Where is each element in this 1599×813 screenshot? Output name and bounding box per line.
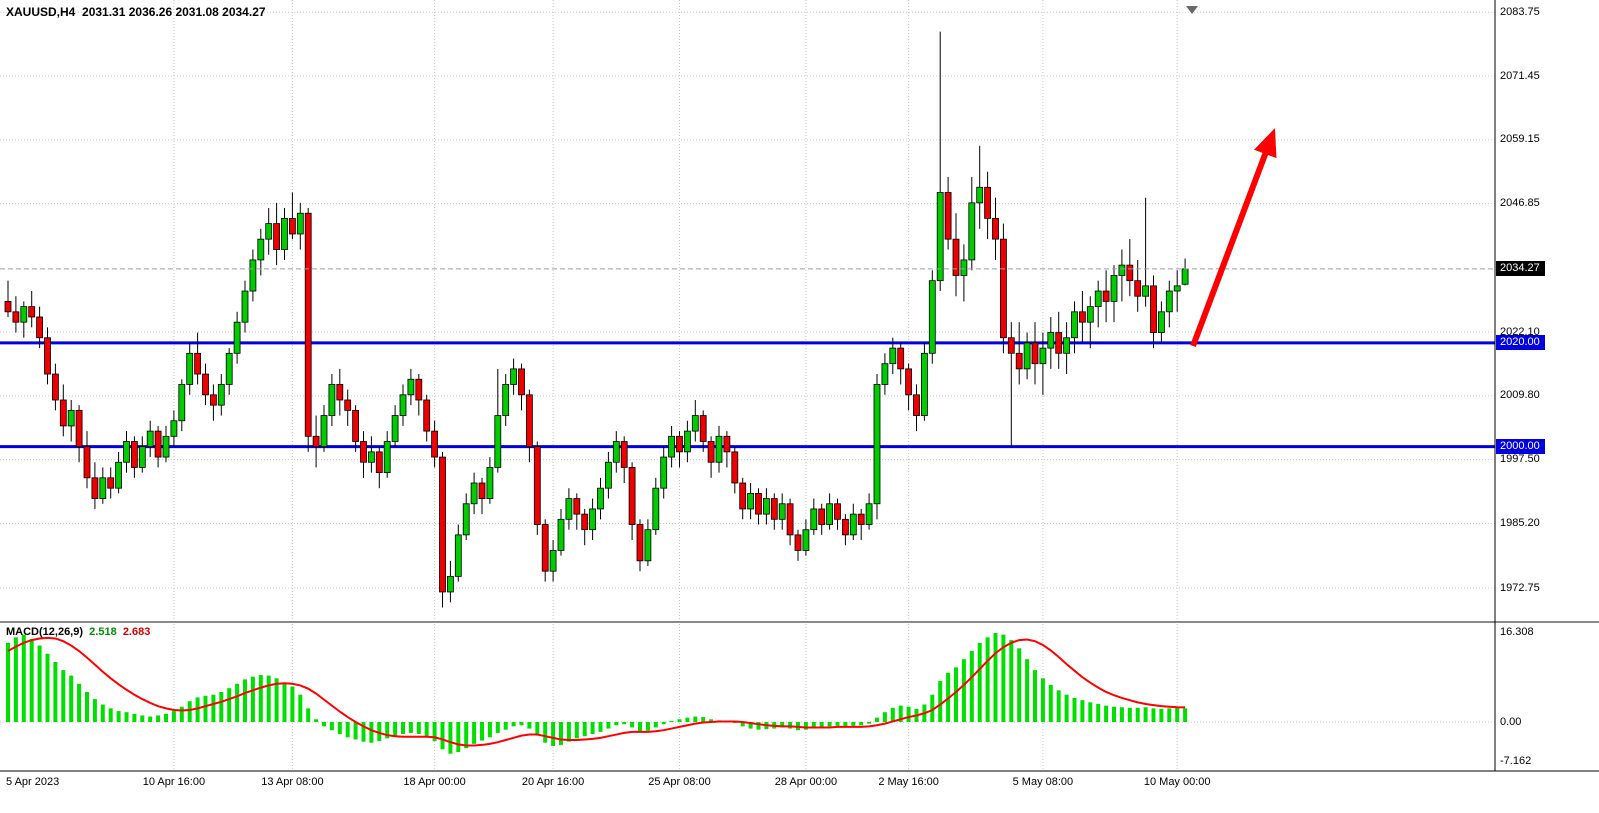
time-axis-label: 5 Apr 2023 [6, 776, 60, 788]
price-axis-label: 1985.20 [1500, 516, 1540, 529]
time-axis-label: 2 May 16:00 [878, 776, 939, 788]
price-axis-label: 1997.50 [1500, 453, 1540, 466]
price-axis-label: 1972.75 [1500, 581, 1540, 594]
symbol-period-label: XAUUSD,H4 [6, 5, 76, 19]
price-axis-label: 2009.80 [1500, 389, 1540, 402]
price-axis-label: 2046.85 [1500, 197, 1540, 210]
time-axis-label: 25 Apr 08:00 [648, 776, 711, 788]
level-price-tag: 2020.00 [1496, 335, 1545, 351]
current-price-tag: 2034.27 [1496, 261, 1545, 277]
ohlc-values: 2031.31 2036.26 2031.08 2034.27 [82, 5, 266, 19]
macd-name: MACD(12,26,9) [6, 626, 84, 638]
price-axis-label: 2022.10 [1500, 325, 1540, 338]
time-axis-label: 10 May 00:00 [1143, 776, 1211, 788]
chart-title: XAUUSD,H4 2031.31 2036.26 2031.08 2034.2… [6, 5, 266, 19]
time-axis-label: 28 Apr 00:00 [774, 776, 838, 788]
time-axis-label: 10 Apr 16:00 [142, 776, 206, 788]
time-axis-label: 13 Apr 08:00 [261, 776, 324, 788]
macd-histogram [6, 633, 1188, 754]
time-axis-label: 18 Apr 00:00 [403, 776, 466, 788]
grid-lines [0, 0, 1495, 771]
macd-value: 2.518 [89, 626, 117, 638]
price-axis-label: 2083.75 [1500, 5, 1540, 18]
macd-signal-line [7, 636, 1186, 747]
macd-axis-label: 16.308 [1500, 626, 1534, 639]
time-axis-label: 20 Apr 16:00 [521, 776, 585, 788]
level-price-tag: 2000.00 [1496, 439, 1545, 455]
price-axis-label: 2071.45 [1500, 69, 1540, 82]
macd-axis-label: -7.162 [1500, 754, 1532, 767]
trend-arrow[interactable] [1190, 128, 1277, 348]
macd-signal-value: 2.683 [122, 626, 151, 638]
shift-marker-icon [1186, 6, 1198, 14]
candlesticks[interactable] [4, 31, 1189, 608]
macd-axis-label: 0.00 [1500, 715, 1522, 728]
time-axis-label: 5 May 08:00 [1012, 776, 1074, 788]
price-axis-label: 2059.15 [1500, 133, 1540, 146]
macd-indicator-label: MACD(12,26,9) 2.518 2.683 [6, 626, 150, 638]
